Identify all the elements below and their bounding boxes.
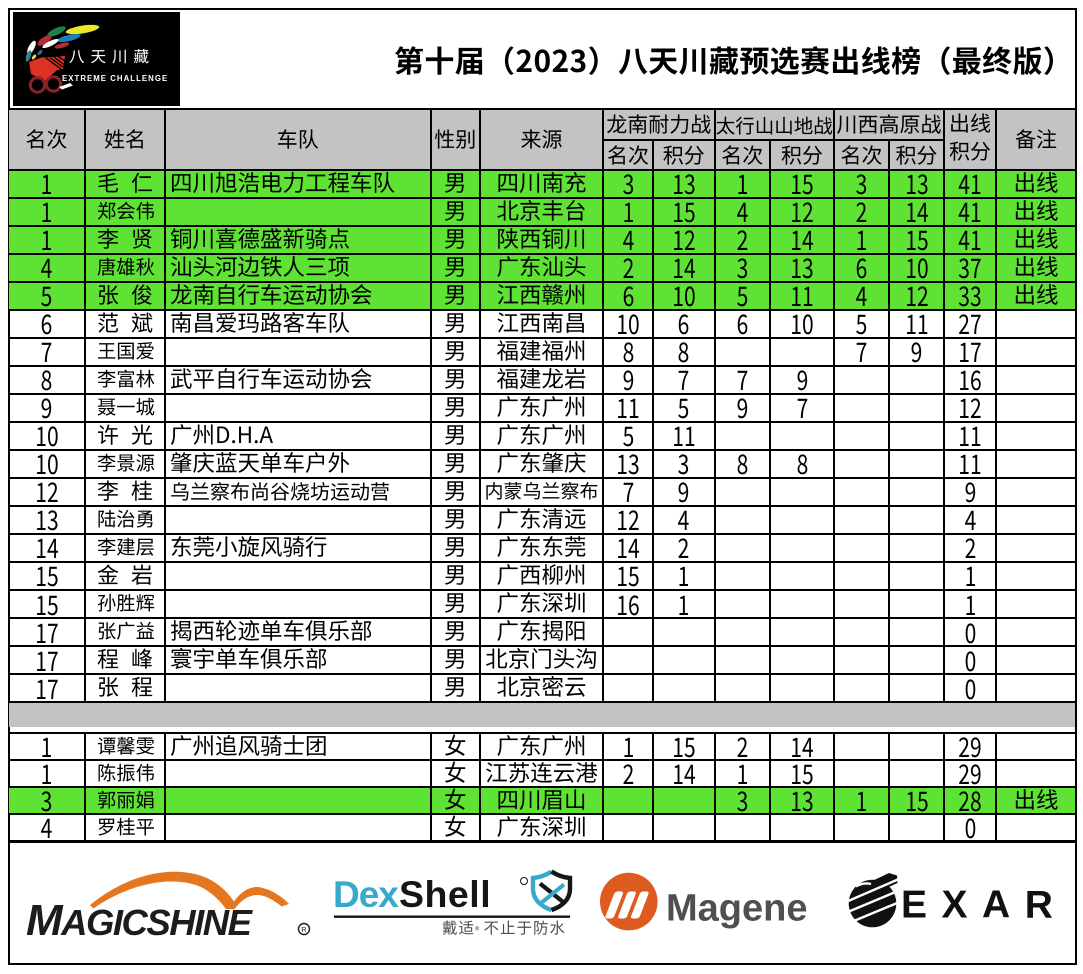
svg-text:EXTREME CHALLENGE: EXTREME CHALLENGE [62, 74, 168, 83]
svg-text:MAGICSHINE: MAGICSHINE [26, 896, 254, 945]
svg-text:八天川藏: 八天川藏 [69, 45, 155, 67]
svg-text:Shell: Shell [399, 873, 491, 915]
svg-text:戴适® 不止于防水: 戴适® 不止于防水 [442, 917, 566, 939]
svg-text:Dex: Dex [333, 874, 399, 915]
svg-text:R: R [301, 925, 307, 934]
svg-text:EXAR: EXAR [901, 884, 1067, 927]
svg-text:Magene: Magene [666, 888, 807, 930]
